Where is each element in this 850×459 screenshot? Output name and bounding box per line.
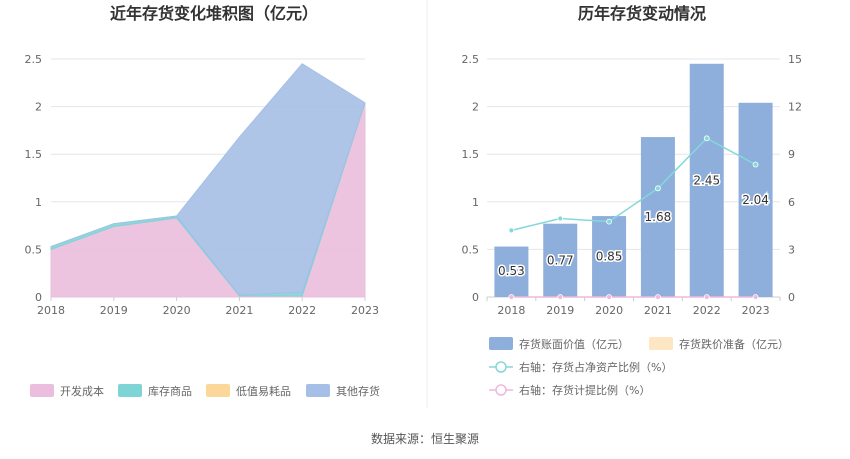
line-series-1 (511, 137, 756, 232)
bar-2021 (640, 137, 675, 297)
legend-swatch (30, 384, 54, 397)
bar-value-label: 2.04 (742, 193, 769, 207)
line-point (557, 294, 564, 300)
legend-swatch (206, 384, 230, 397)
right-axis-tick-label: 3 (788, 243, 795, 256)
legend-marker (495, 361, 507, 373)
line-point (752, 161, 759, 168)
legend-swatch (489, 337, 513, 350)
bar-value-label: 0.53 (498, 264, 525, 278)
bar-2023 (738, 102, 773, 298)
bar-2019 (543, 223, 578, 297)
right-axis-tick-label: 9 (788, 148, 795, 161)
legend-marker (495, 384, 507, 396)
legend-label: 库存商品 (148, 384, 192, 398)
left-y-tick-label: 1 (35, 196, 42, 209)
legend-label: 右轴：存货占净资产比例（%） (519, 360, 672, 374)
bar-value-label: 0.77 (547, 253, 574, 267)
left-x-tick-label: 2018 (37, 304, 65, 317)
right-x-tick-label: 2023 (742, 304, 770, 317)
right-x-tick-label: 2020 (595, 304, 623, 317)
right-axis-tick-label: 0 (788, 291, 795, 304)
right-x-tick-label: 2019 (546, 304, 574, 317)
bar-2022 (689, 63, 724, 298)
left-axis-tick-label: 1.5 (462, 148, 480, 161)
left-x-tick-label: 2023 (351, 304, 379, 317)
left-x-tick-label: 2021 (225, 304, 253, 317)
bar-value-label: 2.45 (693, 173, 720, 187)
bar-2018 (494, 246, 529, 297)
left-y-tick-label: 2 (35, 101, 42, 114)
area-series-3 (50, 63, 366, 296)
left-x-tick-label: 2020 (163, 304, 191, 317)
line-point (655, 185, 661, 192)
inventory-bar-line-chart: 历年存货变动情况 0 0.5 1 1.5 2 2.5 0 3 6 9 12 15 2018 2019 2020… (462, 4, 803, 397)
line-point (655, 294, 661, 300)
bar-2020 (592, 216, 627, 297)
line-point (752, 294, 759, 300)
left-axis-tick-label: 0.5 (462, 243, 480, 256)
legend-label: 开发成本 (60, 384, 104, 398)
line-point (703, 294, 710, 300)
right-chart-title: 历年存货变动情况 (578, 4, 706, 23)
right-x-tick-label: 2022 (693, 304, 721, 317)
legend-swatch (306, 384, 330, 397)
line-point (703, 135, 710, 142)
right-x-tick-label: 2018 (497, 304, 525, 317)
left-axis-tick-label: 2 (472, 101, 479, 114)
line-point (557, 215, 564, 222)
left-y-tick-label: 0.5 (25, 243, 43, 256)
left-chart-title: 近年存货变化堆积图（亿元） (110, 4, 318, 23)
legend-label: 右轴：存货计提比例（%） (519, 383, 650, 397)
right-x-tick-label: 2021 (644, 304, 672, 317)
stacked-area-chart: 近年存货变化堆积图（亿元） 0 0.5 1 1.5 2 2.5 2018 2019 2020 202… (25, 4, 381, 398)
line-point (508, 294, 515, 300)
legend-label: 存货账面价值（亿元） (519, 337, 629, 351)
left-x-tick-label: 2022 (288, 304, 316, 317)
data-source-text: 数据来源：恒生聚源 (371, 431, 479, 446)
left-y-tick-label: 1.5 (25, 148, 43, 161)
right-axis-tick-label: 12 (788, 101, 802, 114)
legend-swatch (118, 384, 142, 397)
left-y-tick-label: 0 (35, 291, 42, 304)
legend-label: 低值易耗品 (236, 385, 291, 398)
legend-swatch (649, 337, 673, 350)
bar-value-label: 0.85 (596, 250, 623, 264)
left-axis-tick-label: 0 (472, 291, 479, 304)
left-y-tick-label: 2.5 (25, 53, 43, 66)
line-point (508, 227, 515, 234)
line-point (606, 294, 612, 300)
left-axis-tick-label: 1 (472, 196, 479, 209)
left-x-tick-label: 2019 (100, 304, 128, 317)
left-axis-tick-label: 2.5 (462, 53, 480, 66)
bar-value-label: 1.68 (645, 210, 672, 224)
right-axis-tick-label: 15 (788, 53, 802, 66)
right-axis-tick-label: 6 (788, 196, 795, 209)
line-point (606, 218, 612, 225)
legend-label: 其他存货 (336, 384, 380, 398)
legend-label: 存货跌价准备（亿元） (679, 337, 789, 351)
